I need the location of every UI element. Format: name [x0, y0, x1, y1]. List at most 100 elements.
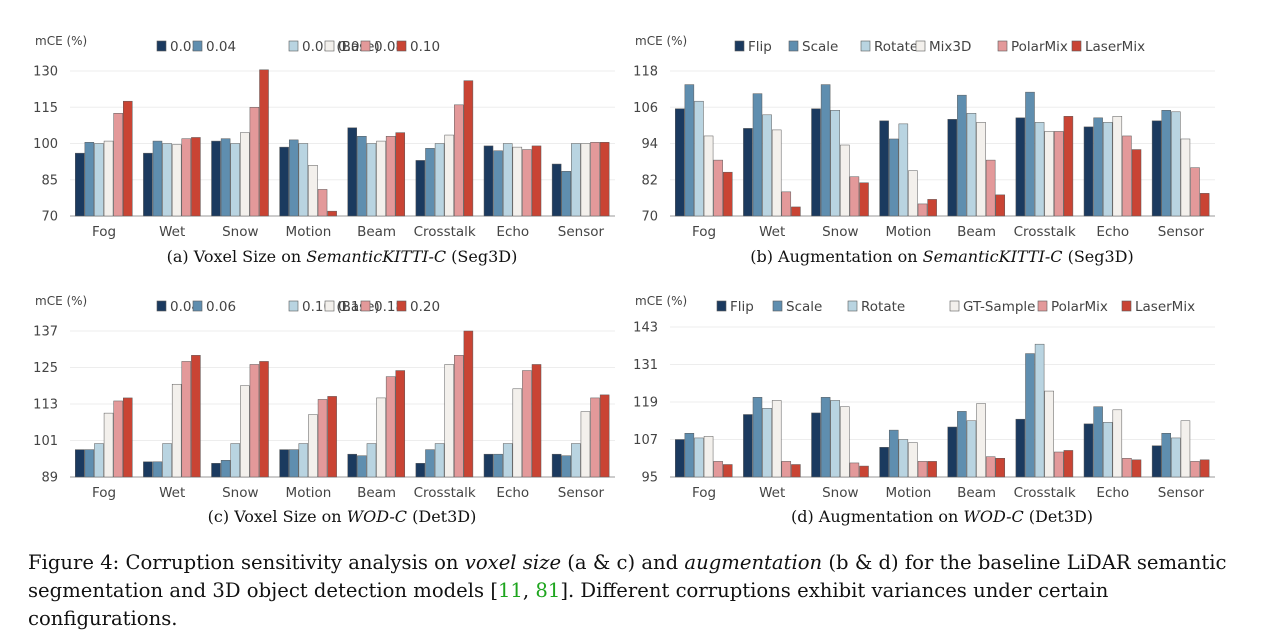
- bar: [75, 449, 85, 478]
- legend-swatch: [288, 40, 299, 52]
- bar: [927, 461, 937, 478]
- bar: [240, 132, 250, 217]
- bar: [694, 100, 704, 217]
- bar: [1054, 131, 1064, 217]
- bar: [1063, 450, 1074, 478]
- bar: [502, 143, 513, 217]
- bar: [1171, 437, 1181, 478]
- bar: [694, 437, 704, 478]
- bar: [357, 136, 367, 217]
- y-axis-label: mCE (%): [35, 34, 87, 48]
- bar: [240, 385, 250, 478]
- bar: [1093, 117, 1103, 217]
- bar: [385, 376, 396, 478]
- bar: [957, 411, 967, 478]
- legend-label: 0.06: [206, 299, 236, 315]
- citation-link[interactable]: 11: [497, 579, 523, 602]
- bar: [94, 443, 104, 478]
- bar: [249, 364, 260, 478]
- y-tick-label: 107: [633, 433, 658, 448]
- legend-swatch: [847, 300, 858, 312]
- bar: [366, 143, 377, 217]
- bar: [162, 143, 172, 217]
- x-tick-label: Crosstalk: [1014, 485, 1076, 501]
- legend-label: Scale: [786, 299, 822, 315]
- bar: [347, 453, 358, 478]
- legend-swatch: [192, 40, 203, 52]
- bar: [531, 145, 542, 217]
- legend-label: 0.04: [206, 39, 236, 55]
- citation-link[interactable]: 81: [535, 579, 561, 602]
- bar: [713, 159, 723, 217]
- x-tick-label: Sensor: [1158, 485, 1205, 501]
- bar: [723, 464, 733, 478]
- bar: [1171, 111, 1181, 217]
- caption-text: (b & d) for the baseline LiDAR semantic …: [28, 551, 1227, 602]
- bar: [675, 108, 685, 217]
- bar: [830, 110, 840, 217]
- bar: [898, 123, 909, 217]
- x-tick-label: Echo: [1096, 485, 1129, 501]
- bar: [703, 135, 714, 217]
- y-tick-label: 82: [641, 173, 658, 188]
- x-tick-label: Wet: [759, 224, 785, 240]
- x-tick-label: Motion: [886, 224, 932, 240]
- bar: [849, 462, 860, 478]
- x-tick-label: Fog: [692, 485, 716, 501]
- legend-swatch: [360, 40, 371, 52]
- bar: [1044, 131, 1054, 217]
- x-tick-label: Crosstalk: [414, 224, 476, 240]
- bar: [395, 370, 406, 478]
- legend-label: Mix3D: [929, 39, 971, 55]
- legend-label: PolarMix: [1051, 299, 1108, 315]
- caption-emphasis: voxel size: [464, 551, 562, 574]
- subfigure-caption: (d) Augmentation on WOD-C (Det3D): [791, 507, 1093, 526]
- bar: [947, 426, 958, 478]
- bar: [1151, 120, 1162, 217]
- bar: [781, 191, 792, 217]
- bar: [308, 414, 318, 478]
- y-tick-label: 115: [33, 101, 58, 116]
- bar: [811, 412, 821, 478]
- bar: [123, 100, 133, 217]
- chart-panel-b: mCE (%) 70 82 94 106 118 Fog Wet Snow Motion Beam C…: [633, 34, 1215, 266]
- bar: [1151, 445, 1162, 478]
- bar: [415, 463, 426, 478]
- bar: [181, 361, 192, 478]
- y-tick-label: 143: [633, 321, 658, 336]
- x-tick-label: Snow: [222, 224, 258, 240]
- caption-text: (a & c) and: [561, 551, 685, 574]
- legend-swatch: [716, 300, 727, 312]
- bar: [703, 436, 714, 478]
- bar: [191, 137, 201, 217]
- bar: [1054, 451, 1064, 478]
- caption-text: ,: [522, 579, 536, 602]
- bar: [181, 138, 192, 217]
- bar: [113, 400, 123, 478]
- bar: [908, 170, 918, 217]
- figure-caption: Figure 4: Corruption sensitivity analysi…: [28, 549, 1253, 633]
- bar: [791, 206, 801, 217]
- bar: [1063, 116, 1074, 217]
- bar: [444, 364, 454, 478]
- bar: [103, 412, 114, 478]
- bar: [162, 443, 172, 478]
- bar: [1034, 343, 1045, 478]
- bar: [230, 443, 240, 478]
- bar: [454, 104, 464, 217]
- bar: [531, 364, 542, 478]
- bar: [781, 461, 792, 478]
- x-tick-label: Fog: [92, 224, 116, 240]
- bar: [599, 142, 610, 217]
- legend-swatch: [772, 300, 783, 312]
- bar: [103, 140, 114, 217]
- bar: [888, 429, 899, 478]
- x-tick-label: Wet: [159, 485, 185, 501]
- bar: [859, 182, 869, 217]
- y-tick-label: 94: [641, 137, 658, 152]
- bar: [580, 411, 591, 478]
- y-tick-label: 131: [633, 358, 658, 373]
- legend-label: GT-Sample: [963, 299, 1035, 315]
- bar: [75, 152, 85, 217]
- legend-label: 0.16: [338, 299, 368, 315]
